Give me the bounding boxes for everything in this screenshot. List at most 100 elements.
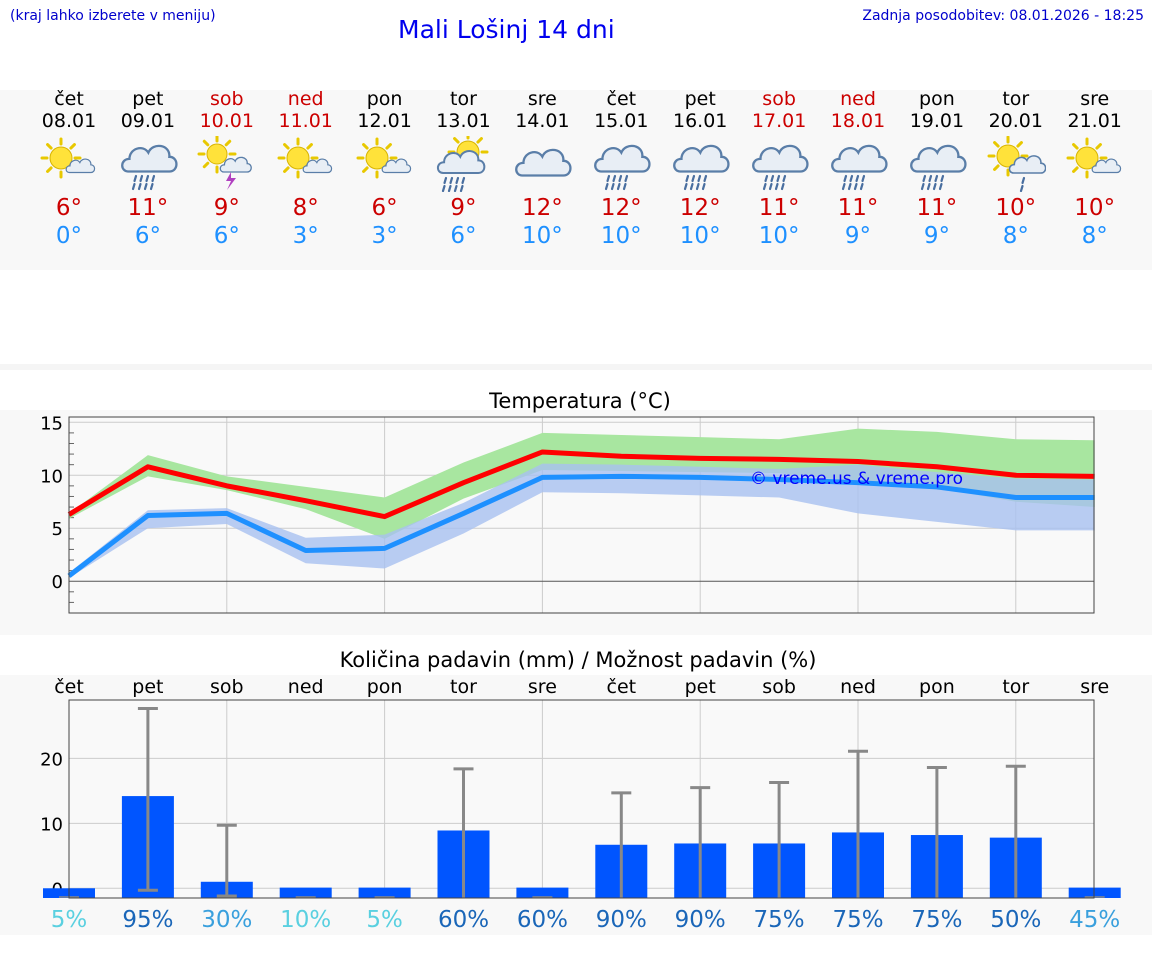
temp-max-line: [67, 449, 1095, 520]
day-date: 20.01: [988, 110, 1043, 132]
temp-min: 10°: [600, 223, 642, 249]
day-name: pet: [132, 88, 164, 110]
precip-x-tick-label: sre: [1080, 676, 1109, 698]
precip-x-tick-label: pet: [132, 676, 163, 698]
precip-x-tick-label: tor: [450, 676, 477, 698]
precip-chance-label: 60%: [438, 907, 489, 933]
forecast-day: čet 08.01 6° 0°: [29, 88, 109, 250]
temp-min: 8°: [1002, 223, 1029, 249]
temperature-plot-border: [68, 416, 1095, 614]
forecast-day: sob 10.01 9° 6°: [187, 88, 267, 250]
sun-thunderstorm-icon: [197, 136, 252, 190]
precip-x-tick-label: tor: [1002, 676, 1029, 698]
temp-min: 3°: [371, 223, 398, 249]
temp-min: 6°: [134, 223, 161, 249]
sun-small-cloud-icon: [356, 137, 411, 179]
day-name: ned: [840, 88, 876, 110]
cloud-rain-icon: [594, 144, 651, 191]
precip-chance-label: 5%: [51, 907, 88, 933]
precip-bar: [358, 887, 411, 898]
sun-small-cloud-icon: [277, 137, 332, 179]
day-name: pon: [919, 88, 955, 110]
forecast-day: čet 15.01 12° 10°: [581, 88, 661, 250]
precip-bar: [279, 887, 332, 898]
sun-cloud-light-rain-icon: [987, 136, 1046, 192]
day-date: 08.01: [41, 110, 97, 132]
sun-cloud-rain-icon: [436, 136, 488, 192]
precip-x-tick-label: sob: [762, 676, 796, 698]
cloud-rain-icon: [831, 144, 888, 191]
sun-small-cloud-icon: [40, 137, 96, 179]
sun-small-cloud-icon: [1066, 137, 1121, 179]
precip-chance-label: 30%: [201, 907, 252, 933]
cloud-rain-icon: [909, 144, 967, 191]
temp-y-tick-label: 0: [52, 572, 63, 593]
temp-max: 6°: [371, 195, 398, 221]
day-name: čet: [54, 88, 84, 110]
precip-x-tick-label: pon: [367, 676, 403, 698]
temp-max: 10°: [995, 195, 1037, 221]
forecast-day: pet 16.01 12° 10°: [660, 88, 740, 250]
cloud-rain-icon: [673, 144, 730, 191]
temp-y-tick-label: 15: [40, 413, 63, 434]
day-date: 18.01: [830, 110, 886, 132]
temp-min: 8°: [1081, 223, 1108, 249]
day-date: 10.01: [199, 110, 254, 132]
day-name: tor: [1002, 88, 1030, 110]
precip-x-tick-label: ned: [288, 676, 324, 698]
temp-y-tick-label: 5: [52, 519, 63, 540]
day-date: 21.01: [1067, 110, 1122, 132]
cloud-icon: [515, 148, 572, 177]
day-date: 19.01: [909, 110, 965, 132]
precip-x-tick-label: pet: [685, 676, 716, 698]
temp-min-line: [67, 473, 1095, 578]
temp-min: 10°: [679, 223, 721, 249]
temp-y-tick-label: 10: [40, 466, 63, 487]
precip-x-tick-label: ned: [840, 676, 876, 698]
day-date: 11.01: [278, 110, 333, 132]
day-date: 13.01: [436, 110, 491, 132]
precip-chance-label: 95%: [122, 907, 173, 933]
temp-max-range-band: [69, 428, 1095, 539]
temp-max: 11°: [127, 195, 169, 221]
day-date: 09.01: [120, 110, 176, 132]
cloud-rain-icon: [752, 144, 809, 191]
day-date: 17.01: [751, 110, 807, 132]
temp-min: 6°: [213, 223, 240, 249]
day-date: 16.01: [672, 110, 728, 132]
precip-chance-label: 75%: [754, 907, 805, 933]
day-name: pet: [684, 88, 716, 110]
temp-max: 12°: [679, 195, 721, 221]
watermark: © vreme.us & vreme.pro: [750, 469, 963, 489]
region-hint[interactable]: (kraj lahko izberete v meniju): [10, 8, 216, 24]
temp-max: 11°: [758, 195, 800, 221]
day-name: sre: [527, 88, 557, 110]
precip-plot-border: [68, 699, 1095, 899]
temp-max: 9°: [213, 195, 240, 221]
temp-min: 6°: [450, 223, 477, 249]
forecast-day: ned 11.01 8° 3°: [266, 88, 346, 250]
precipitation-chart-title: Količina padavin (mm) / Možnost padavin …: [340, 648, 817, 672]
temp-max: 9°: [450, 195, 477, 221]
temp-max: 8°: [292, 195, 319, 221]
precip-chance-label: 75%: [911, 907, 962, 933]
day-name: čet: [606, 88, 637, 110]
forecast-day: pon 19.01 11° 9°: [897, 88, 977, 250]
page-title: Mali Lošinj 14 dni: [398, 15, 615, 44]
day-date: 12.01: [357, 110, 412, 132]
day-date: 15.01: [594, 110, 649, 132]
precip-chance-label: 90%: [596, 907, 647, 933]
day-name: ned: [287, 88, 324, 110]
precip-bar: [1068, 887, 1121, 898]
precip-bar: [516, 887, 569, 898]
precip-y-tick-label: 20: [40, 749, 63, 770]
temp-min: 9°: [844, 223, 872, 249]
temp-min: 0°: [55, 223, 83, 249]
last-updated: Zadnja posodobitev: 08.01.2026 - 18:25: [862, 8, 1144, 24]
precip-x-tick-label: sre: [528, 676, 557, 698]
temp-min: 10°: [758, 223, 800, 249]
precip-x-tick-label: čet: [607, 676, 637, 698]
forecast-day: ned 18.01 11° 9°: [818, 88, 898, 250]
day-name: tor: [450, 88, 477, 110]
